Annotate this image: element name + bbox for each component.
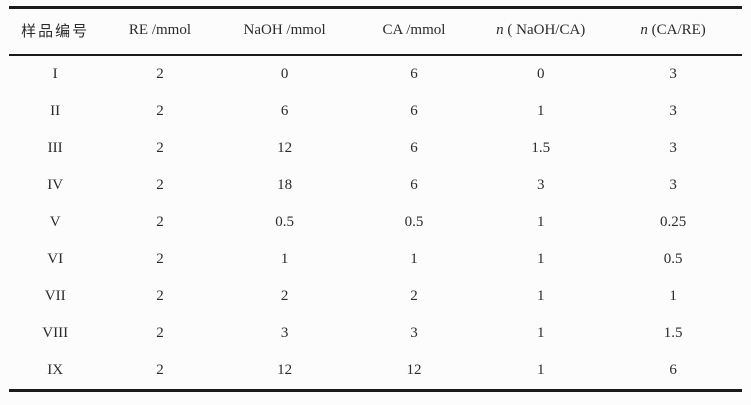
table-cell: 3 — [669, 103, 677, 119]
table-cell: 1 — [536, 251, 545, 267]
table-cell: 1 — [536, 325, 545, 341]
table-header: 样品编号 RE /mmol NaOH /mmol CA /mmol n ( Na… — [9, 7, 742, 56]
table-row: III 2 12 6 1.5 3 — [9, 130, 742, 167]
table-cell: 0 — [536, 66, 545, 82]
table-cell: 12 — [277, 140, 293, 156]
table-cell: 3 — [410, 325, 418, 341]
table-row: VIII 2 3 3 1 1.5 — [9, 315, 742, 352]
table-row: I 2 0 6 0 3 — [9, 55, 742, 93]
table-cell: 2 — [156, 140, 164, 156]
column-header-ca-mmol: CA /mmol — [350, 7, 478, 56]
table-row: IX 2 12 12 1 6 — [9, 352, 742, 391]
table-cell: 2 — [410, 288, 418, 304]
table-cell: 1 — [669, 288, 677, 304]
cell-sample-id: VIII — [42, 325, 69, 341]
table-cell: 2 — [156, 288, 164, 304]
cell-sample-id: VII — [44, 288, 66, 304]
italic-n-symbol: n — [640, 22, 648, 38]
column-header-n-naoh-ca: n ( NaOH/CA) — [477, 7, 605, 56]
cell-sample-id: IV — [47, 177, 64, 193]
table-row: VII 2 2 2 1 1 — [9, 278, 742, 315]
table-cell: 2 — [156, 103, 164, 119]
table-cell: 1 — [536, 362, 545, 378]
header-label: ( NaOH/CA) — [503, 22, 586, 38]
table-cell: 0.25 — [659, 214, 687, 230]
sample-table: 样品编号 RE /mmol NaOH /mmol CA /mmol n ( Na… — [9, 6, 742, 392]
table-cell: 2 — [156, 66, 164, 82]
header-row: 样品编号 RE /mmol NaOH /mmol CA /mmol n ( Na… — [9, 7, 742, 56]
table-cell: 2 — [280, 288, 289, 304]
cell-sample-id: VI — [47, 251, 64, 267]
table-row: II 2 6 6 1 3 — [9, 93, 742, 130]
table-cell: 3 — [280, 325, 289, 341]
table-cell: 6 — [280, 103, 289, 119]
table-cell: 6 — [410, 66, 418, 82]
table-cell: 1 — [536, 288, 545, 304]
cell-sample-id: I — [52, 66, 58, 82]
column-header-sample-id: 样品编号 — [9, 7, 102, 56]
table-cell: 18 — [277, 177, 293, 193]
header-label: CA /mmol — [382, 22, 446, 38]
table-cell: 6 — [410, 103, 418, 119]
table-row: IV 2 18 6 3 3 — [9, 167, 742, 204]
header-label: 样品编号 — [21, 24, 90, 40]
column-header-naoh-mmol: NaOH /mmol — [218, 7, 351, 56]
table-cell: 1 — [280, 251, 289, 267]
table-cell: 1.5 — [531, 140, 551, 156]
table-cell: 12 — [406, 362, 422, 378]
table-cell: 3 — [669, 66, 677, 82]
table-cell: 0.5 — [404, 214, 424, 230]
table-cell: 12 — [277, 362, 293, 378]
column-header-re-mmol: RE /mmol — [101, 7, 219, 56]
table-row: VI 2 1 1 1 0.5 — [9, 241, 742, 278]
header-label: NaOH /mmol — [243, 22, 326, 38]
cell-sample-id: IX — [47, 362, 64, 378]
table-cell: 2 — [156, 251, 164, 267]
table-cell: 1 — [536, 103, 545, 119]
cell-sample-id: II — [50, 103, 61, 119]
table-cell: 0 — [280, 66, 289, 82]
table-cell: 6 — [410, 140, 418, 156]
cell-sample-id: V — [49, 214, 61, 230]
table-cell: 1 — [410, 251, 418, 267]
table-cell: 1 — [536, 214, 545, 230]
table-cell: 0.5 — [275, 214, 294, 230]
table-cell: 3 — [669, 177, 677, 193]
table-cell: 3 — [669, 140, 677, 156]
table-cell: 2 — [156, 214, 164, 230]
header-label: RE /mmol — [128, 22, 192, 38]
table-cell: 1.5 — [663, 325, 683, 341]
table-cell: 6 — [669, 362, 677, 378]
table-body: I 2 0 6 0 3 II 2 6 6 1 3 III 2 12 6 1.5 — [9, 55, 742, 391]
table-cell: 2 — [156, 177, 164, 193]
table-cell: 6 — [410, 177, 418, 193]
header-label: (CA/RE) — [647, 22, 706, 38]
column-header-n-ca-re: n (CA/RE) — [604, 7, 742, 56]
italic-n-symbol: n — [496, 22, 504, 38]
table-cell: 3 — [536, 177, 545, 193]
cell-sample-id: III — [47, 140, 63, 156]
table-row: V 2 0.5 0.5 1 0.25 — [9, 204, 742, 241]
table-cell: 2 — [156, 362, 164, 378]
table-cell: 0.5 — [663, 251, 683, 267]
table-cell: 2 — [156, 325, 164, 341]
